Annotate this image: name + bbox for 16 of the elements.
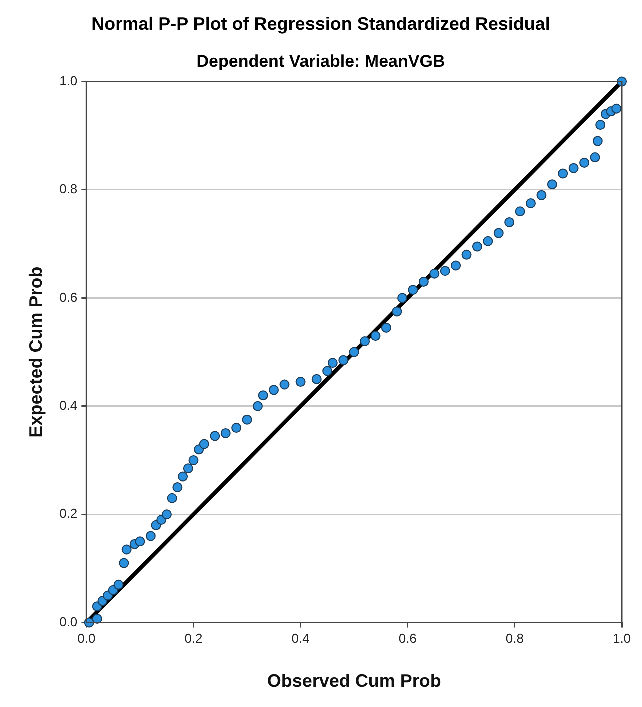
y-tick-label: 1.0 — [60, 73, 78, 88]
chart-title: Normal P-P Plot of Regression Standardized Residual — [90, 14, 552, 35]
x-tick-label: 0.6 — [398, 631, 417, 646]
x-tick-label: 1.0 — [612, 631, 632, 646]
x-tick-label: 0.0 — [78, 631, 96, 646]
y-tick-label: 0.2 — [60, 506, 78, 522]
chart-subtitle: Dependent Variable: MeanVGB — [196, 52, 446, 72]
x-tick-label: 0.4 — [292, 631, 310, 646]
y-axis-title: Expected Cum Prob — [26, 266, 46, 438]
x-axis-title: Observed Cum Prob — [267, 671, 442, 692]
y-tick-label: 0.8 — [60, 182, 78, 197]
y-tick-label: 0.0 — [60, 614, 78, 630]
y-tick-label: 0.6 — [60, 290, 78, 305]
y-tick-label: 0.4 — [60, 398, 78, 413]
x-tick-label: 0.2 — [184, 631, 203, 646]
x-tick-label: 0.8 — [506, 631, 524, 646]
